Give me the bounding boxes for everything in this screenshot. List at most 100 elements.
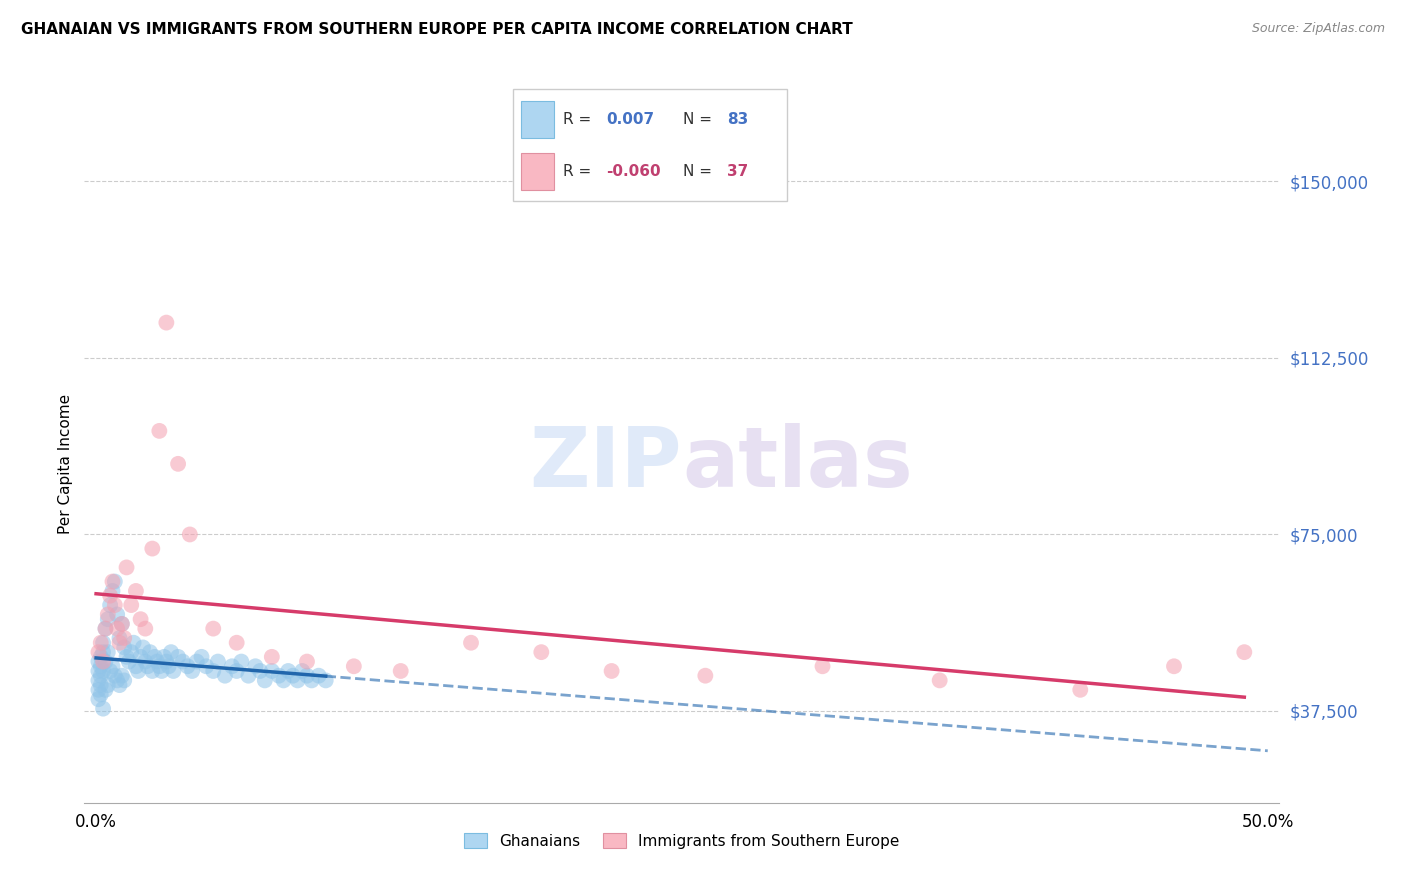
Point — [148, 659, 170, 673]
Point — [150, 664, 173, 678]
Point — [181, 664, 204, 678]
Point — [315, 673, 337, 688]
Point — [148, 424, 170, 438]
Point — [94, 682, 117, 697]
Point — [87, 655, 110, 669]
Text: 83: 83 — [727, 112, 748, 128]
Point — [343, 659, 366, 673]
Point — [111, 616, 134, 631]
Point — [160, 645, 183, 659]
Point — [1163, 659, 1185, 673]
Point — [87, 673, 110, 688]
Text: -0.060: -0.060 — [606, 163, 661, 178]
Point — [90, 659, 112, 673]
Point — [90, 669, 112, 683]
Point — [141, 664, 163, 678]
Point — [221, 659, 243, 673]
Point — [108, 631, 131, 645]
Point — [122, 636, 145, 650]
Point — [530, 645, 553, 659]
Point — [811, 659, 834, 673]
Point — [94, 655, 117, 669]
Point — [273, 673, 295, 688]
Point — [238, 669, 260, 683]
Point — [155, 316, 177, 330]
Point — [301, 673, 323, 688]
Point — [146, 655, 169, 669]
Point — [90, 678, 112, 692]
Point — [202, 664, 225, 678]
Text: Source: ZipAtlas.com: Source: ZipAtlas.com — [1251, 22, 1385, 36]
Point — [118, 655, 141, 669]
Point — [190, 649, 212, 664]
Point — [87, 682, 110, 697]
Point — [195, 659, 218, 673]
Point — [125, 583, 148, 598]
Point — [308, 669, 330, 683]
Point — [111, 616, 134, 631]
Point — [90, 688, 112, 702]
Point — [267, 669, 290, 683]
Point — [225, 636, 247, 650]
Point — [91, 655, 114, 669]
Point — [90, 649, 112, 664]
Point — [105, 673, 128, 688]
Point — [108, 636, 131, 650]
Point — [87, 664, 110, 678]
Point — [136, 659, 159, 673]
Point — [101, 659, 124, 673]
Point — [176, 659, 198, 673]
Point — [115, 649, 138, 664]
FancyBboxPatch shape — [513, 89, 787, 201]
Bar — [522, 153, 554, 189]
Point — [1069, 682, 1091, 697]
Text: R =: R = — [562, 163, 596, 178]
Point — [104, 669, 127, 683]
Point — [125, 659, 148, 673]
Point — [162, 664, 184, 678]
Point — [153, 649, 176, 664]
Point — [91, 701, 114, 715]
Point — [291, 664, 314, 678]
Point — [112, 631, 135, 645]
Text: N =: N = — [683, 112, 717, 128]
Point — [94, 622, 117, 636]
Point — [112, 640, 135, 655]
Point — [225, 664, 247, 678]
Text: R =: R = — [562, 112, 596, 128]
Y-axis label: Per Capita Income: Per Capita Income — [58, 393, 73, 534]
Text: ZIP: ZIP — [530, 424, 682, 504]
Text: N =: N = — [683, 163, 717, 178]
Point — [157, 659, 180, 673]
Point — [202, 622, 225, 636]
Point — [104, 574, 127, 589]
Point — [600, 664, 623, 678]
Text: 37: 37 — [727, 163, 748, 178]
Point — [134, 622, 156, 636]
Point — [1233, 645, 1256, 659]
Text: atlas: atlas — [682, 424, 912, 504]
Point — [167, 457, 190, 471]
Point — [90, 636, 112, 650]
Point — [143, 649, 166, 664]
Point — [460, 636, 482, 650]
Point — [172, 655, 194, 669]
Point — [186, 655, 208, 669]
Point — [295, 669, 318, 683]
Point — [249, 664, 271, 678]
Point — [97, 678, 120, 692]
Point — [260, 664, 283, 678]
Point — [295, 655, 318, 669]
Point — [389, 664, 412, 678]
Point — [111, 669, 134, 683]
Point — [928, 673, 950, 688]
Point — [139, 645, 162, 659]
Point — [695, 669, 717, 683]
Legend: Ghanaians, Immigrants from Southern Europe: Ghanaians, Immigrants from Southern Euro… — [457, 825, 907, 856]
Point — [104, 598, 127, 612]
Point — [87, 645, 110, 659]
Point — [253, 673, 276, 688]
Point — [91, 645, 114, 659]
Point — [97, 612, 120, 626]
Point — [98, 589, 121, 603]
